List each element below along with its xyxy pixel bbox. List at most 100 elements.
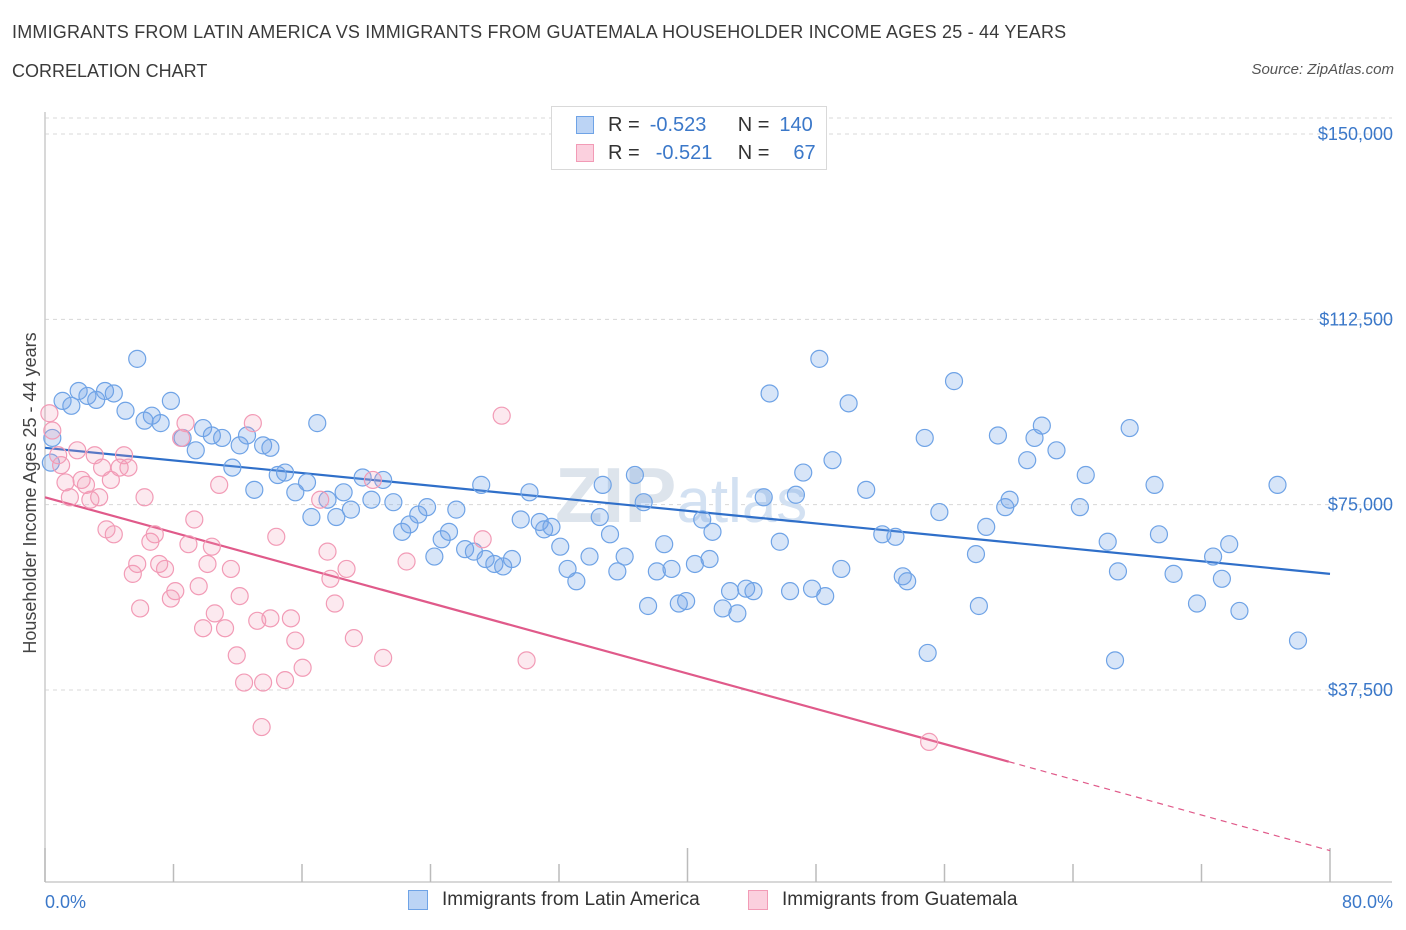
stats-legend: R = -0.523 N = 140 R = -0.521 N = 67	[551, 106, 827, 170]
latin-america-point	[439, 522, 459, 541]
guatemala-point	[234, 673, 254, 692]
r-value: -0.523	[649, 113, 707, 136]
latin-america-point	[53, 391, 72, 410]
latin-america-point	[600, 525, 620, 544]
latin-america-point	[823, 451, 842, 470]
legend-label: Immigrants from Guatemala	[782, 889, 1018, 910]
latin-america-point	[703, 522, 722, 541]
latin-america-point	[511, 510, 530, 529]
r-label: R =	[608, 141, 640, 164]
latin-america-point	[580, 547, 599, 566]
latin-america-point	[647, 562, 666, 581]
latin-america-point	[341, 500, 361, 519]
guatemala-point	[321, 569, 340, 588]
source-label: Source: ZipAtlas.com	[1251, 61, 1394, 78]
latin-america-point	[1220, 535, 1239, 554]
latin-america-point	[447, 500, 466, 519]
latin-america-point	[1047, 441, 1066, 460]
chart-subtitle: CORRELATION CHART	[12, 61, 208, 81]
legend-item-latin-america: Immigrants from Latin America	[408, 889, 700, 911]
latin-america-point	[374, 470, 393, 490]
guatemala-point	[473, 530, 492, 549]
latin-america-point	[677, 591, 696, 611]
guatemala-point	[198, 554, 217, 574]
guatemala-point	[189, 577, 208, 596]
guatemala-trend-extension	[1008, 761, 1331, 852]
legend-swatch-guatemala	[748, 890, 768, 910]
guatemala-point	[135, 488, 154, 507]
guatemala-point	[261, 609, 280, 628]
guatemala-point	[337, 559, 356, 579]
n-label: N =	[737, 141, 770, 164]
guatemala-point	[60, 488, 79, 507]
latin-america-point	[760, 384, 779, 403]
legend-swatch-latin-america	[576, 116, 594, 134]
guatemala-point	[150, 554, 169, 574]
latin-america-point	[425, 547, 444, 566]
latin-america-point	[615, 547, 634, 566]
latin-america-point	[685, 554, 705, 574]
n-label: N =	[737, 113, 770, 136]
latin-america-point	[558, 559, 577, 579]
latin-america-point	[720, 582, 740, 601]
guatemala-point	[119, 458, 138, 477]
series-legend: Immigrants from Latin America Immigrants…	[0, 889, 1406, 915]
guatemala-point	[166, 582, 185, 601]
latin-america-point	[1288, 631, 1308, 650]
latin-america-point	[625, 465, 645, 485]
latin-america-point	[286, 483, 305, 502]
guatemala-point	[363, 470, 382, 490]
guatemala-point	[293, 658, 312, 677]
guatemala-point	[68, 441, 87, 460]
guatemala-point	[49, 446, 68, 465]
latin-america-point	[268, 465, 287, 485]
guatemala-point	[227, 646, 246, 665]
latin-america-point	[832, 559, 851, 579]
y-axis-label: Householder Income Ages 25 - 44 years	[20, 332, 40, 653]
guatemala-point	[517, 651, 536, 670]
latin-america-point	[520, 483, 539, 502]
guatemala-point	[43, 421, 62, 440]
legend-label: Immigrants from Latin America	[442, 889, 700, 910]
watermark: ZIPatlas	[555, 451, 807, 539]
latin-america-point	[969, 596, 988, 616]
legend-row-latin-america: R = -0.523 N = 140	[576, 113, 813, 137]
latin-america-point	[662, 559, 681, 579]
latin-america-point	[590, 507, 609, 527]
y-tick-label: $75,000	[1328, 495, 1393, 515]
latin-america-point	[816, 586, 835, 606]
latin-america-point	[302, 507, 321, 527]
latin-america-point	[780, 582, 800, 601]
guatemala-point	[281, 609, 301, 628]
latin-america-point	[186, 441, 205, 460]
latin-america-point	[693, 510, 712, 529]
latin-america-point	[1108, 562, 1128, 581]
guatemala-point	[172, 428, 191, 448]
latin-america-point	[1070, 498, 1089, 517]
guatemala-point	[145, 525, 164, 544]
latin-america-point	[857, 480, 876, 499]
latin-america-point	[930, 502, 949, 522]
watermark-zip: ZIP	[555, 451, 676, 539]
guatemala-point	[202, 537, 221, 556]
guatemala-point	[492, 406, 511, 425]
guatemala-point	[90, 488, 109, 507]
latin-america-point	[567, 572, 586, 591]
latin-america-point	[261, 438, 280, 457]
legend-swatch-guatemala	[576, 144, 594, 162]
latin-america-point	[116, 401, 135, 420]
guatemala-point	[128, 554, 147, 574]
guatemala-point	[243, 414, 262, 433]
latin-america-point	[1105, 651, 1125, 670]
chart-title: IMMIGRANTS FROM LATIN AMERICA VS IMMIGRA…	[12, 22, 1067, 42]
latin-america-point	[297, 473, 317, 492]
latin-america-point	[728, 604, 747, 623]
latin-america-point	[786, 485, 806, 504]
guatemala-point	[185, 510, 204, 529]
latin-america-point	[78, 386, 97, 406]
guatemala-point	[215, 619, 235, 638]
latin-america-point	[472, 475, 491, 494]
latin-america-point	[886, 527, 905, 546]
guatemala-point	[397, 552, 416, 571]
